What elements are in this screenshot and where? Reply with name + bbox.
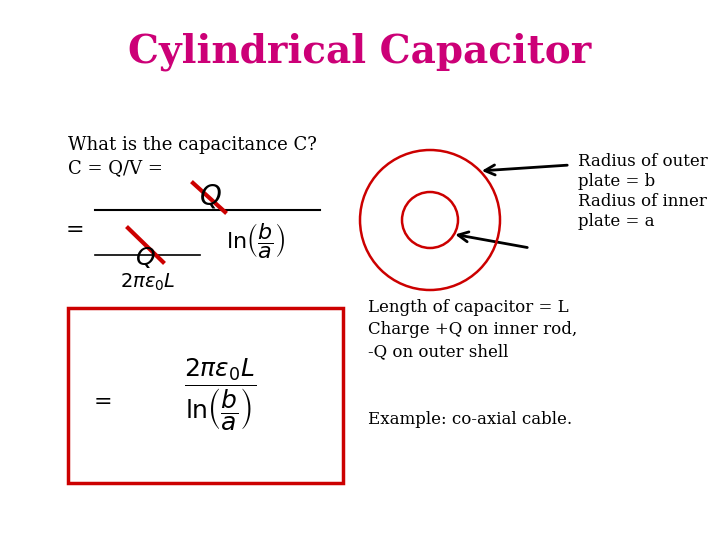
Text: plate = b: plate = b (578, 173, 655, 191)
Text: Radius of outer: Radius of outer (578, 153, 708, 171)
Text: Charge +Q on inner rod,: Charge +Q on inner rod, (368, 321, 577, 339)
Text: Length of capacitor = L: Length of capacitor = L (368, 300, 569, 316)
Bar (68, 308, 343, 483)
Text: $=$: $=$ (89, 389, 112, 411)
Text: What is the capacitance C?: What is the capacitance C? (68, 136, 317, 154)
Text: $\mathit{Q}$: $\mathit{Q}$ (199, 182, 221, 210)
Text: $=$: $=$ (60, 217, 84, 239)
Text: Radius of inner: Radius of inner (578, 193, 707, 211)
Text: plate = a: plate = a (578, 213, 654, 231)
Text: $\dfrac{2\pi\varepsilon_0 L}{\ln\!\left(\dfrac{b}{a}\right)}$: $\dfrac{2\pi\varepsilon_0 L}{\ln\!\left(… (184, 357, 256, 433)
Text: $\mathit{Q}$: $\mathit{Q}$ (135, 245, 156, 270)
Text: C = Q/V =: C = Q/V = (68, 159, 163, 177)
Text: $2\pi\varepsilon_0 L$: $2\pi\varepsilon_0 L$ (120, 272, 176, 293)
Text: Example: co-axial cable.: Example: co-axial cable. (368, 411, 572, 429)
Text: -Q on outer shell: -Q on outer shell (368, 343, 508, 361)
Text: $\ln\!\left(\dfrac{b}{a}\right)$: $\ln\!\left(\dfrac{b}{a}\right)$ (225, 220, 284, 260)
Text: Cylindrical Capacitor: Cylindrical Capacitor (128, 33, 592, 71)
